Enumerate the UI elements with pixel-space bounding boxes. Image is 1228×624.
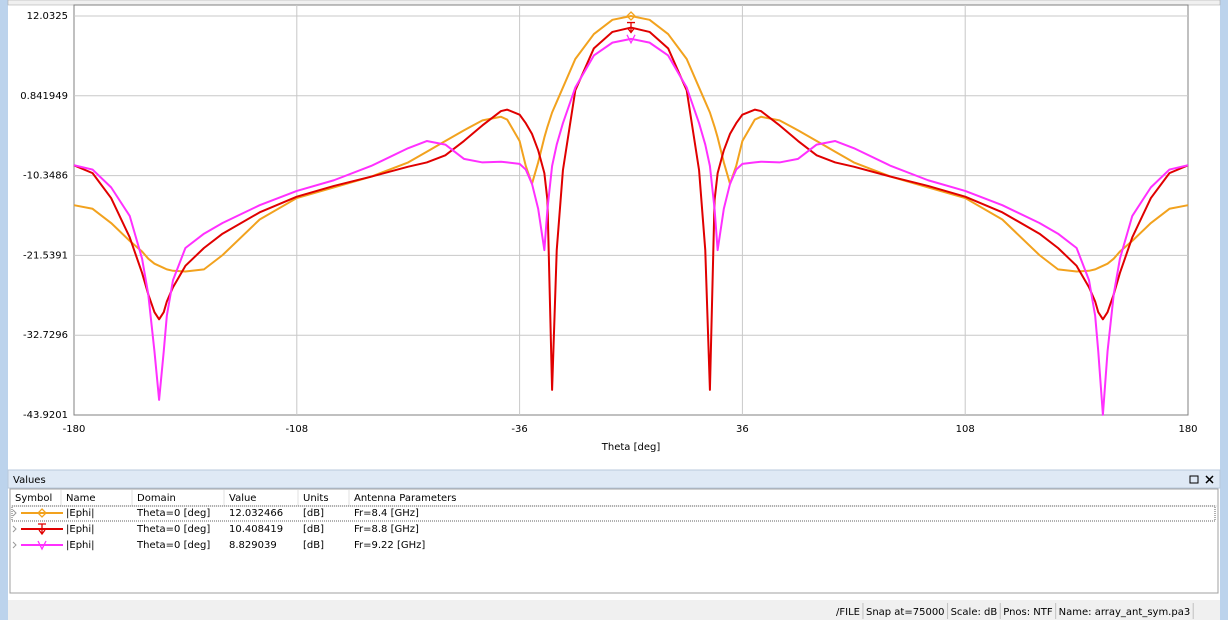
status-item: Snap at=75000 [866, 607, 945, 618]
column-header: Name [66, 493, 96, 504]
series-line [73, 15, 1189, 273]
domain: Theta=0 [deg] [136, 508, 210, 519]
units: [dB] [303, 508, 324, 519]
series-name: |Ephi| [66, 524, 95, 535]
status-bar [8, 600, 1220, 620]
y-tick-label: -21.5391 [23, 250, 68, 261]
x-tick-label: -180 [63, 424, 86, 435]
plot-frame [73, 4, 1189, 416]
expander [12, 541, 17, 549]
domain: Theta=0 [deg] [136, 540, 210, 551]
x-tick-label: 36 [736, 424, 749, 435]
y-tick-label: -43.9201 [23, 410, 68, 421]
status-item: Name: array_ant_sym.pa3 [1059, 607, 1191, 618]
status-item: Scale: dB [951, 607, 998, 618]
x-tick-label: 108 [956, 424, 975, 435]
expander [12, 509, 17, 517]
series-name: |Ephi| [66, 508, 95, 519]
parameters: Fr=9.22 [GHz] [354, 540, 425, 551]
x-tick-label: -108 [285, 424, 308, 435]
window-border-right [1220, 0, 1228, 620]
expander [12, 525, 17, 533]
marker [626, 11, 636, 21]
marker [38, 523, 46, 536]
parameters: Fr=8.4 [GHz] [354, 508, 419, 519]
values-panel-title: Values [13, 475, 46, 486]
row-focus [11, 505, 1216, 522]
units: [dB] [303, 524, 324, 535]
y-tick-label: -10.3486 [23, 171, 68, 182]
value: 10.408419 [229, 524, 283, 535]
y-tick-label: 12.0325 [27, 11, 68, 22]
float-button[interactable] [1189, 475, 1199, 484]
column-header: Value [229, 493, 256, 504]
x-tick-label: 180 [1178, 424, 1197, 435]
plot: -43.9201 -32.7296 -21.5391 -10.3486 0.841949… [20, 5, 1198, 435]
column-header: Units [303, 493, 329, 504]
y-tick-label: 0.841949 [20, 91, 68, 102]
status-items: /FILE Snap at=75000 Scale: dB Pnos: NTF Name… [836, 603, 1194, 619]
x-tick-label: -36 [511, 424, 527, 435]
units: [dB] [303, 540, 324, 551]
series-name: |Ephi| [66, 540, 95, 551]
marker [626, 34, 636, 45]
value: 12.032466 [229, 508, 283, 519]
column-header: Domain [137, 493, 176, 504]
value: 8.829039 [229, 540, 277, 551]
column-header: Antenna Parameters [354, 493, 456, 504]
values-panel-header [7, 469, 1221, 489]
table-body: Symbol Name Domain Value Units Antenna Parame… [11, 490, 1217, 551]
parameters: Fr=8.8 [GHz] [354, 524, 419, 535]
tab-strip [7, 0, 1221, 6]
series-line [73, 37, 1189, 416]
window-border-left [0, 0, 8, 620]
domain: Theta=0 [deg] [136, 524, 210, 535]
marker [37, 540, 47, 551]
y-tick-label: -32.7296 [23, 330, 68, 341]
status-item: /FILE [836, 607, 860, 618]
x-axis-title: Theta [deg] [601, 442, 661, 453]
column-header: Symbol [15, 493, 52, 504]
marker [37, 508, 47, 518]
status-item: Pnos: NTF [1003, 607, 1053, 618]
marker [627, 21, 635, 34]
close-button[interactable] [1205, 475, 1214, 484]
